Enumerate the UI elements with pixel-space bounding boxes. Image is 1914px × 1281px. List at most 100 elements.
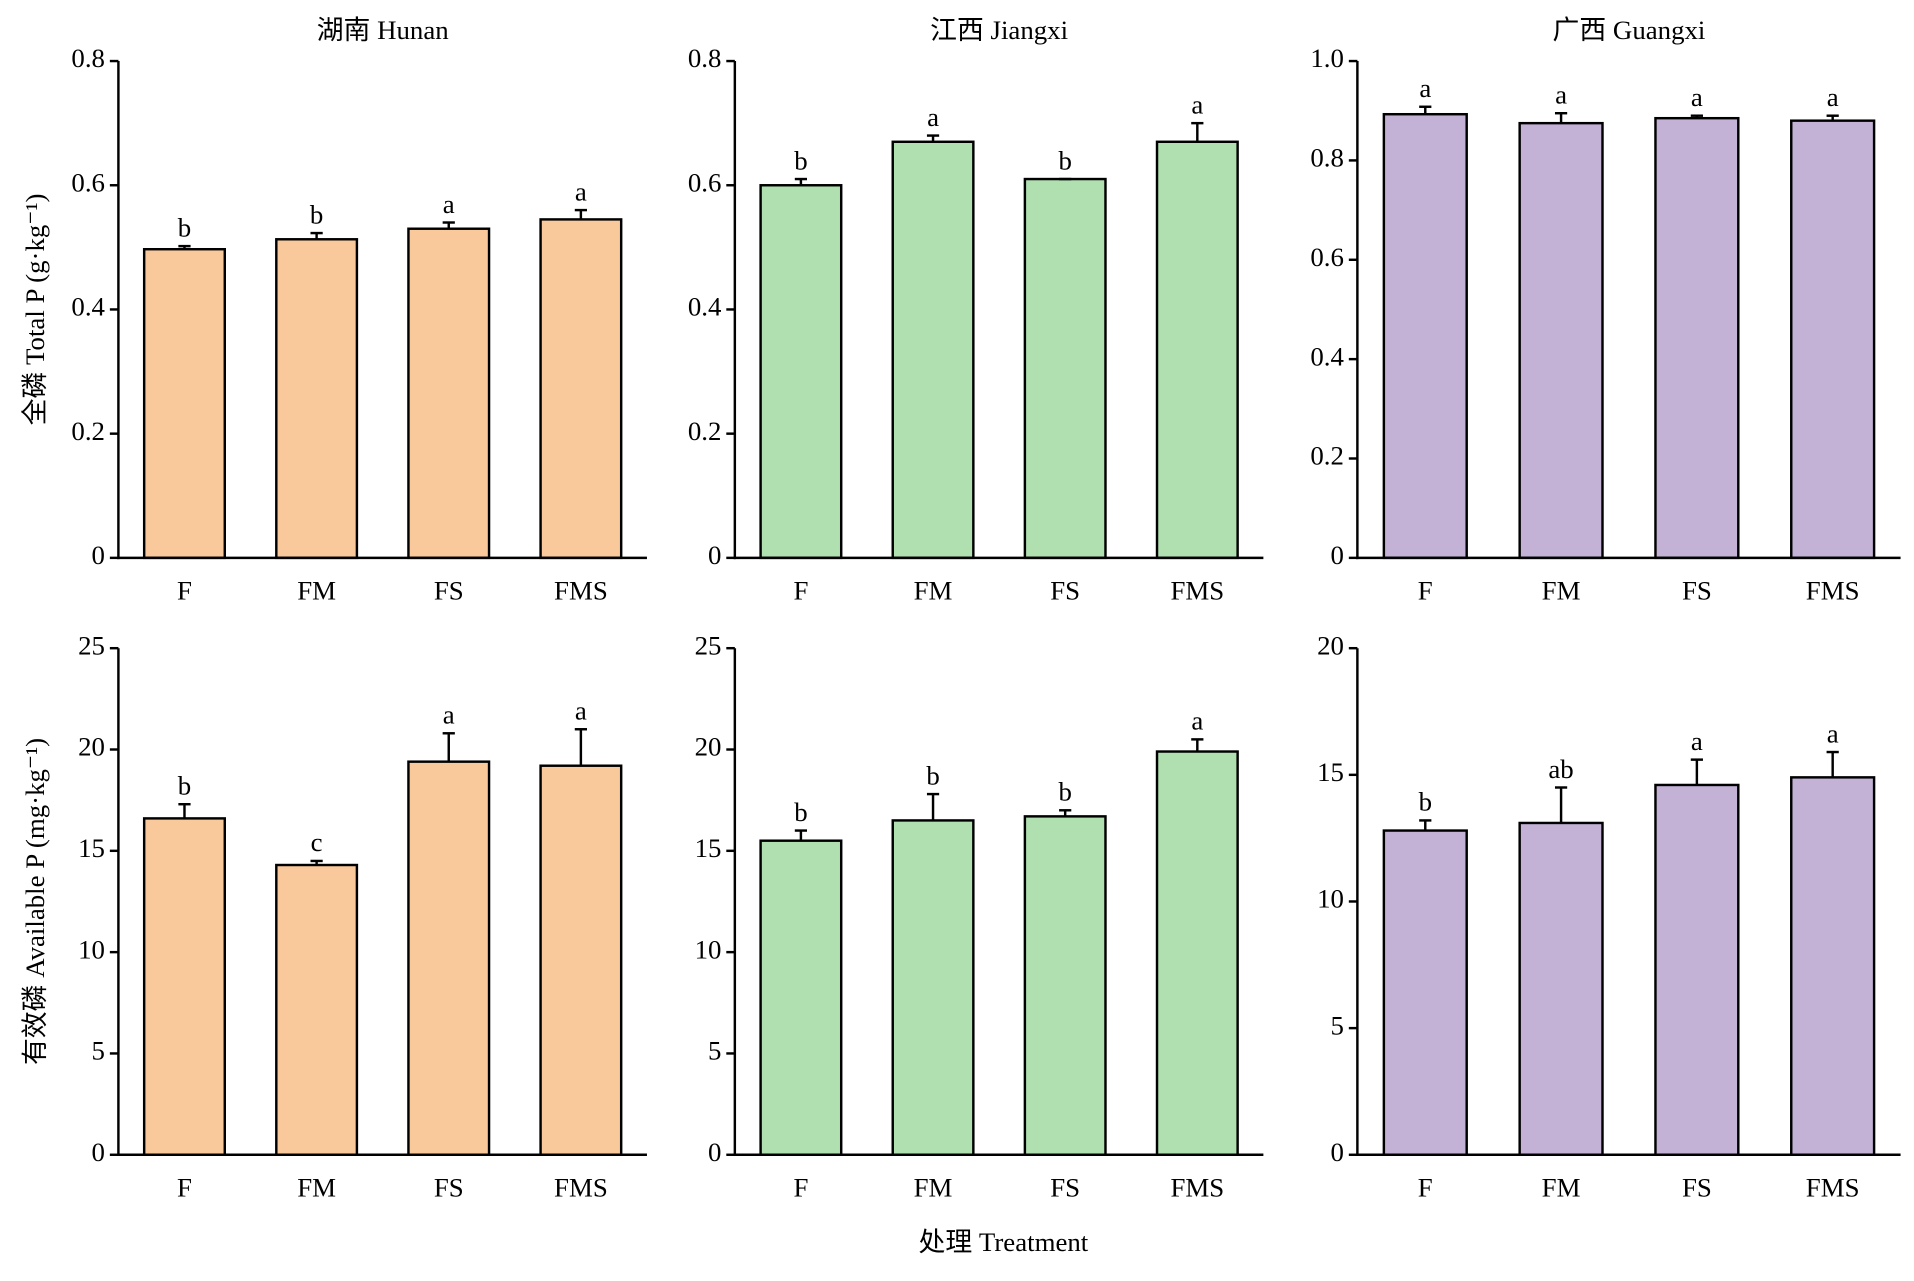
bar: [407, 760, 491, 1156]
significance-letter: a: [1419, 73, 1431, 103]
bar: [1518, 121, 1604, 560]
bar: [1382, 829, 1468, 1156]
x-tick-label: F: [1418, 1172, 1433, 1202]
bar: [407, 227, 491, 560]
significance-letter: b: [926, 760, 939, 790]
y-tick-label: 5: [92, 1036, 105, 1066]
y-tick-label: 0: [92, 540, 105, 570]
x-tick-label: FS: [1682, 575, 1712, 605]
significance-letter: a: [443, 189, 455, 219]
significance-letter: a: [1827, 82, 1839, 112]
x-tick-label: F: [793, 575, 808, 605]
significance-letter: b: [1419, 787, 1432, 817]
bar: [539, 764, 623, 1156]
bar: [891, 819, 975, 1156]
bar: [759, 184, 843, 560]
y-tick-label: 25: [695, 630, 722, 660]
y-tick-label: 0: [708, 1137, 721, 1167]
y-tick-label: 0.4: [71, 292, 105, 322]
bar: [1155, 140, 1239, 560]
panel-title: 广西 Guangxi: [1553, 15, 1706, 45]
significance-letter: b: [794, 145, 807, 175]
bar: [1155, 750, 1239, 1156]
significance-letter: a: [1691, 726, 1703, 756]
bar: [275, 863, 359, 1156]
y-tick-label: 0.4: [1310, 341, 1344, 371]
x-tick-label: FM: [297, 1172, 336, 1202]
y-tick-label: 0.6: [1310, 242, 1344, 272]
significance-letter: ab: [1548, 754, 1573, 784]
y-tick-label: 10: [695, 934, 722, 964]
y-tick-label: 20: [1317, 630, 1344, 660]
x-tick-label: FS: [1050, 575, 1080, 605]
y-axis-label: 全磷 Total P (g·kg⁻¹): [20, 194, 50, 426]
significance-letter: b: [310, 199, 323, 229]
bar: [275, 238, 359, 560]
y-tick-label: 0.2: [71, 416, 105, 446]
significance-letter: c: [311, 827, 323, 857]
y-tick-label: 0.6: [688, 167, 722, 197]
significance-letter: a: [927, 102, 939, 132]
bar: [142, 817, 226, 1156]
y-tick-label: 0: [1331, 1137, 1344, 1167]
x-tick-label: FS: [1050, 1172, 1080, 1202]
y-tick-label: 0.2: [688, 416, 722, 446]
y-tick-label: 20: [78, 732, 105, 762]
y-tick-label: 5: [708, 1036, 721, 1066]
significance-letter: a: [1691, 82, 1703, 112]
x-tick-label: FMS: [1170, 1172, 1224, 1202]
bar: [142, 247, 226, 560]
bar: [1518, 821, 1604, 1156]
y-tick-label: 10: [78, 934, 105, 964]
panel-title: 江西 Jiangxi: [930, 15, 1068, 45]
significance-letter: b: [794, 797, 807, 827]
y-tick-label: 0.8: [1310, 143, 1344, 173]
bar: [1790, 776, 1876, 1156]
x-tick-label: FMS: [1806, 575, 1860, 605]
y-tick-label: 0.8: [71, 43, 105, 73]
y-tick-label: 0.6: [71, 167, 105, 197]
y-tick-label: 15: [695, 833, 722, 863]
significance-letter: a: [1555, 80, 1567, 110]
x-axis-label: 处理 Treatment: [919, 1227, 1089, 1257]
bar: [1382, 112, 1468, 560]
significance-letter: a: [443, 700, 455, 730]
x-tick-label: FMS: [554, 575, 608, 605]
significance-letter: a: [1827, 718, 1839, 748]
y-tick-label: 1.0: [1310, 43, 1344, 73]
significance-letter: a: [1191, 706, 1203, 736]
y-tick-label: 25: [78, 630, 105, 660]
x-tick-label: FMS: [1170, 575, 1224, 605]
x-tick-label: FS: [1682, 1172, 1712, 1202]
x-tick-label: FM: [1542, 1172, 1581, 1202]
bar: [1023, 815, 1107, 1156]
y-tick-label: 0: [1331, 540, 1344, 570]
x-tick-label: FMS: [1806, 1172, 1860, 1202]
bar: [759, 839, 843, 1156]
y-axis-label: 有效磷 Available P (mg·kg⁻¹): [20, 738, 50, 1065]
x-tick-label: FS: [434, 1172, 464, 1202]
y-tick-label: 0: [92, 1137, 105, 1167]
significance-letter: a: [1191, 89, 1203, 119]
bar: [1654, 783, 1740, 1156]
y-tick-label: 0.2: [1310, 441, 1344, 471]
x-tick-label: FM: [297, 575, 336, 605]
x-tick-label: FM: [914, 1172, 953, 1202]
x-tick-label: F: [1418, 575, 1433, 605]
y-tick-label: 15: [78, 833, 105, 863]
significance-letter: b: [1058, 145, 1071, 175]
bar: [1790, 119, 1876, 560]
y-tick-label: 5: [1331, 1010, 1344, 1040]
y-tick-label: 0.8: [688, 43, 722, 73]
x-tick-label: FM: [914, 575, 953, 605]
x-tick-label: F: [177, 575, 192, 605]
x-tick-label: FS: [434, 575, 464, 605]
y-tick-label: 15: [1317, 757, 1344, 787]
y-tick-label: 0.4: [688, 292, 722, 322]
significance-letter: b: [1058, 777, 1071, 807]
bar: [539, 218, 623, 560]
significance-letter: b: [178, 212, 191, 242]
x-tick-label: FM: [1542, 575, 1581, 605]
